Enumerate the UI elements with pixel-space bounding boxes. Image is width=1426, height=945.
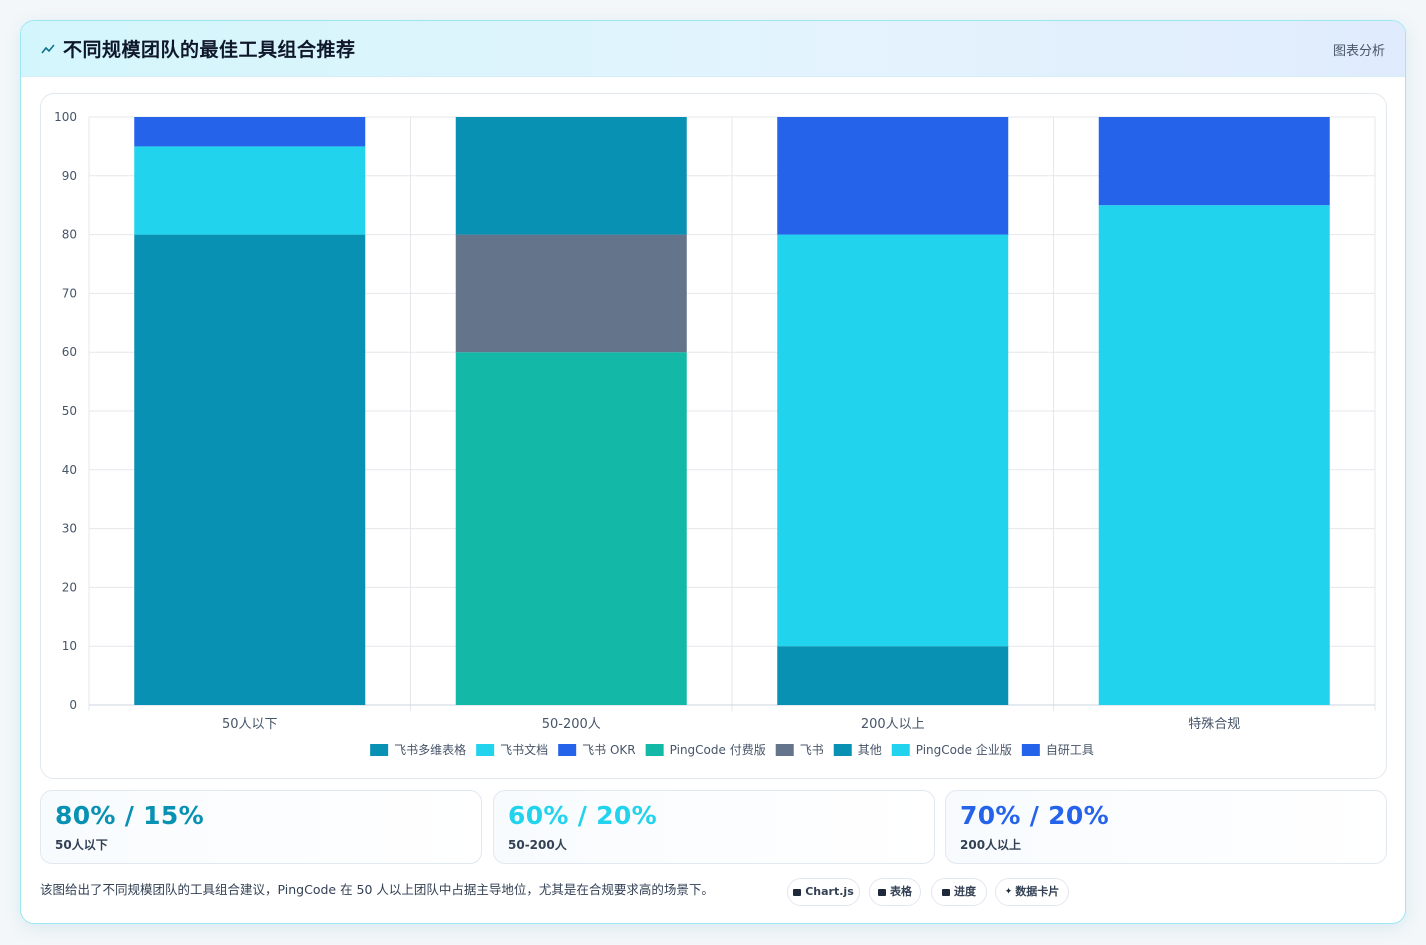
- legend-label: 飞书多维表格: [394, 742, 466, 757]
- stat-label: 200人以上: [960, 838, 1022, 852]
- legend-swatch: [645, 744, 664, 756]
- y-tick-label: 0: [69, 698, 77, 712]
- y-tick-label: 70: [62, 286, 77, 300]
- bar-segment: [134, 117, 366, 147]
- table-icon: [878, 888, 886, 896]
- stat-card-large-team: 70% / 20% 200人以上: [945, 790, 1387, 864]
- legend-label: 飞书文档: [500, 742, 548, 757]
- x-tick-label: 50人以下: [222, 717, 278, 732]
- legend-label: PingCode 企业版: [916, 742, 1012, 757]
- y-tick-label: 10: [62, 639, 77, 653]
- x-tick-label: 50-200人: [542, 717, 601, 732]
- chart-container: 0 10 20 30 40 50 60 70 80 90 100 50人以下 50-200人 200人以上…: [40, 93, 1387, 779]
- bar-segment: [777, 117, 1009, 235]
- y-tick-label: 100: [54, 110, 77, 124]
- chip-data-card[interactable]: ✦ 数据卡片: [995, 878, 1069, 906]
- bar-segment: [1098, 117, 1330, 206]
- legend-swatch: [833, 744, 852, 756]
- legend-label: 自研工具: [1046, 743, 1094, 757]
- card-header: 不同规模团队的最佳工具组合推荐 图表分析: [21, 21, 1405, 77]
- legend-label: PingCode 付费版: [670, 743, 766, 757]
- bar-segment: [134, 234, 366, 705]
- legend-swatch: [891, 744, 910, 756]
- y-tick-label: 80: [62, 228, 77, 242]
- chip-label: 进度: [954, 885, 976, 898]
- stacked-bar-chart: 0 10 20 30 40 50 60 70 80 90 100 50人以下 50-200人 200人以上…: [54, 110, 1376, 757]
- legend-label: 其他: [858, 743, 882, 757]
- stat-label: 50人以下: [55, 838, 108, 852]
- bar-segment: [777, 234, 1009, 647]
- chip-table[interactable]: 表格: [869, 878, 921, 906]
- chart-icon: [793, 888, 802, 896]
- legend-swatch: [775, 744, 794, 756]
- y-tick-label: 50: [62, 404, 77, 418]
- chart-card: 不同规模团队的最佳工具组合推荐 图表分析 0 10 20 30 40 50 60 70 80 90…: [20, 20, 1406, 924]
- bar-segment: [777, 646, 1009, 705]
- chip-progress[interactable]: 进度: [931, 878, 987, 906]
- stat-label: 50-200人: [508, 838, 567, 852]
- chart-analysis-link[interactable]: 图表分析: [1332, 44, 1385, 59]
- stat-card-mid-team: 60% / 20% 50-200人: [493, 790, 935, 864]
- sparkline-icon: [41, 44, 55, 54]
- sparkle-icon: ✦: [1004, 887, 1013, 897]
- legend-swatch: [476, 744, 495, 756]
- stat-cards: 80% / 15% 50人以下 60% / 20% 50-200人 70% / …: [40, 790, 1387, 864]
- y-tick-label: 30: [62, 522, 77, 536]
- legend-label: 飞书 OKR: [582, 743, 635, 757]
- chip-label: Chart.js: [805, 885, 854, 898]
- page-title: 不同规模团队的最佳工具组合推荐: [63, 39, 356, 61]
- footer-note: 该图给出了不同规模团队的工具组合建议，PingCode 在 50 人以上团队中占…: [40, 882, 714, 897]
- bar-segment: [455, 352, 687, 705]
- stat-value: 70% / 20%: [960, 801, 1109, 830]
- bar-segment: [455, 117, 687, 235]
- stat-value: 80% / 15%: [55, 801, 204, 830]
- legend-label: 飞书: [800, 743, 824, 757]
- chip-chartjs[interactable]: Chart.js: [787, 878, 860, 906]
- x-tick-label: 特殊合规: [1188, 717, 1240, 732]
- chip-label: 表格: [890, 885, 912, 898]
- legend-swatch: [370, 744, 389, 756]
- legend-swatch: [558, 744, 577, 756]
- bar-segment: [455, 234, 687, 353]
- chip-label: 数据卡片: [1015, 885, 1060, 898]
- y-tick-label: 90: [62, 169, 77, 183]
- legend-swatch: [1021, 744, 1040, 756]
- y-tick-label: 40: [62, 463, 77, 477]
- y-tick-label: 20: [62, 580, 77, 594]
- x-tick-label: 200人以上: [861, 717, 925, 732]
- bar-segment: [134, 146, 366, 235]
- stat-card-small-team: 80% / 15% 50人以下: [40, 790, 482, 864]
- stat-value: 60% / 20%: [508, 801, 657, 830]
- progress-icon: [942, 888, 950, 896]
- bar-segment: [1098, 205, 1330, 705]
- y-tick-label: 60: [62, 345, 77, 359]
